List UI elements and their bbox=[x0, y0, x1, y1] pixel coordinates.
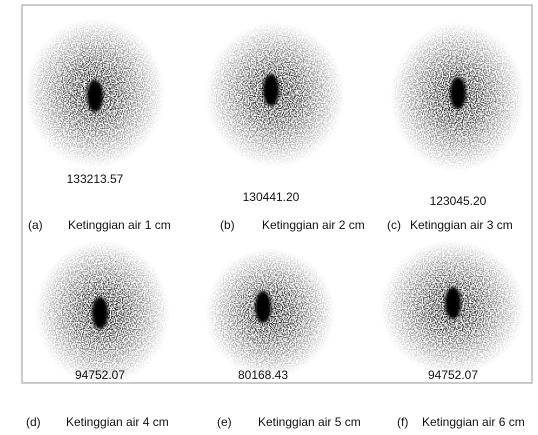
panel-caption: Ketinggian air 5 cm bbox=[258, 415, 361, 429]
speckle-core bbox=[92, 297, 108, 329]
speckle-core bbox=[445, 287, 461, 319]
panel-label: (a) bbox=[28, 218, 43, 232]
panel-caption: Ketinggian air 6 cm bbox=[422, 415, 525, 429]
speckle-core bbox=[450, 77, 466, 109]
measurement-value: 94752.07 bbox=[428, 368, 478, 382]
panel-label: (c) bbox=[387, 218, 401, 232]
measurement-value: 123045.20 bbox=[430, 194, 487, 208]
frame bbox=[21, 4, 533, 384]
speckle-core bbox=[255, 291, 271, 323]
panel-caption: Ketinggian air 1 cm bbox=[68, 218, 171, 232]
panel-label: (e) bbox=[217, 415, 232, 429]
measurement-value: 133213.57 bbox=[67, 172, 124, 186]
speckle-core bbox=[87, 80, 103, 112]
measurement-value: 80168.43 bbox=[238, 368, 288, 382]
panel-label: (d) bbox=[26, 415, 41, 429]
measurement-value: 130441.20 bbox=[243, 190, 300, 204]
panel-label: (f) bbox=[397, 415, 408, 429]
panel-caption: Ketinggian air 2 cm bbox=[262, 218, 365, 232]
panel-label: (b) bbox=[220, 218, 235, 232]
panel-caption: Ketinggian air 4 cm bbox=[66, 415, 169, 429]
speckle-core bbox=[263, 74, 279, 106]
measurement-value: 94752.07 bbox=[75, 368, 125, 382]
panel-caption: Ketinggian air 3 cm bbox=[410, 218, 513, 232]
